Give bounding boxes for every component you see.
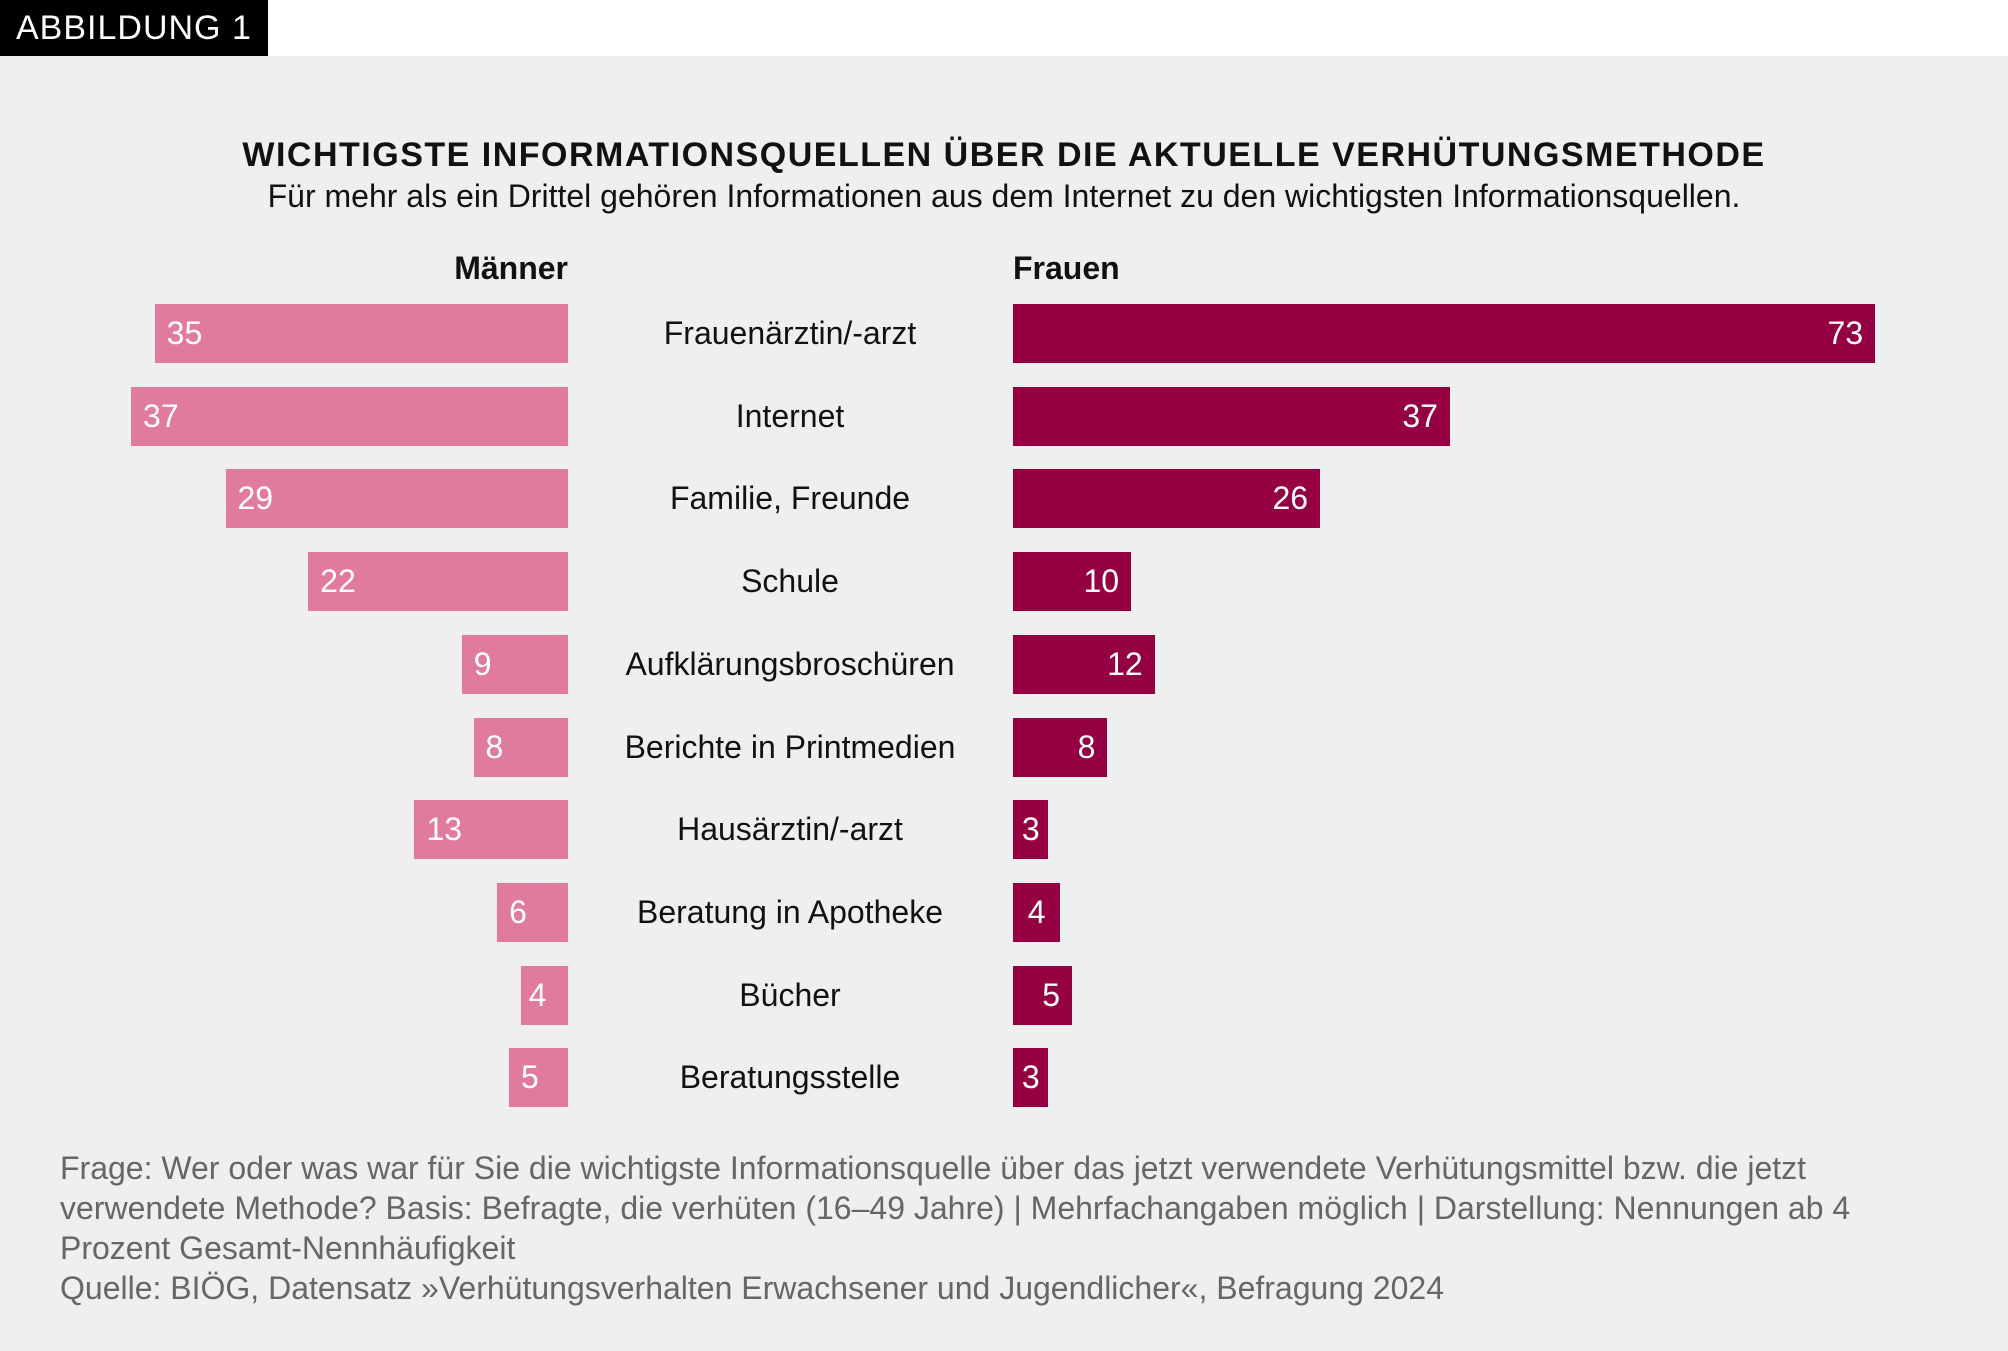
category-label: Familie, Freunde — [669, 480, 911, 517]
bar-frauen: 8 — [1013, 717, 1108, 777]
bar-maenner: 9 — [461, 634, 568, 694]
bar-maenner: 22 — [308, 552, 568, 612]
figure-badge: ABBILDUNG 1 — [0, 0, 268, 56]
bar-maenner: 29 — [225, 469, 568, 529]
category-label: Aufklärungsbroschüren — [625, 645, 955, 682]
bar-maenner: 6 — [497, 882, 568, 942]
bar-frauen: 4 — [1013, 882, 1061, 942]
bar-maenner: 8 — [473, 717, 568, 777]
category-label: Beratung in Apotheke — [636, 893, 943, 930]
footer: Frage: Wer oder was war für Sie die wich… — [60, 1148, 1960, 1308]
bar-frauen: 26 — [1013, 469, 1321, 529]
category-label: Hausärztin/-arzt — [677, 811, 903, 848]
category-label: Berichte in Printmedien — [624, 728, 956, 765]
bar-frauen: 12 — [1013, 634, 1155, 694]
category-label: Beratungsstelle — [679, 1059, 901, 1096]
category-label: Schule — [741, 563, 839, 600]
legend-maenner: Männer — [454, 250, 568, 286]
bar-maenner: 35 — [154, 304, 568, 363]
bar-frauen: 10 — [1013, 552, 1132, 612]
bar-frauen: 3 — [1013, 1048, 1049, 1108]
category-label: Bücher — [739, 976, 841, 1013]
bar-frauen: 37 — [1013, 386, 1450, 446]
bar-frauen: 5 — [1013, 965, 1073, 1025]
bar-maenner: 13 — [414, 800, 568, 860]
chart-subtitle: Für mehr als ein Drittel gehören Informa… — [267, 178, 1741, 214]
footer-source: Quelle: BIÖG, Datensatz »Verhütungsverha… — [60, 1270, 1444, 1306]
bar-maenner: 5 — [508, 1048, 568, 1108]
footer-question: Frage: Wer oder was war für Sie die wich… — [60, 1150, 1851, 1266]
bar-frauen: 73 — [1013, 304, 1876, 363]
chart-panel — [0, 56, 2008, 1351]
bar-maenner: 4 — [520, 965, 568, 1025]
bar-maenner: 37 — [131, 386, 568, 446]
legend-frauen: Frauen — [1013, 250, 1120, 286]
category-label: Frauenärztin/-arzt — [663, 315, 917, 351]
chart-title: WICHTIGSTE INFORMATIONSQUELLEN ÜBER DIE … — [242, 136, 1766, 174]
bar-frauen: 3 — [1013, 800, 1049, 860]
category-label: Internet — [735, 397, 845, 434]
